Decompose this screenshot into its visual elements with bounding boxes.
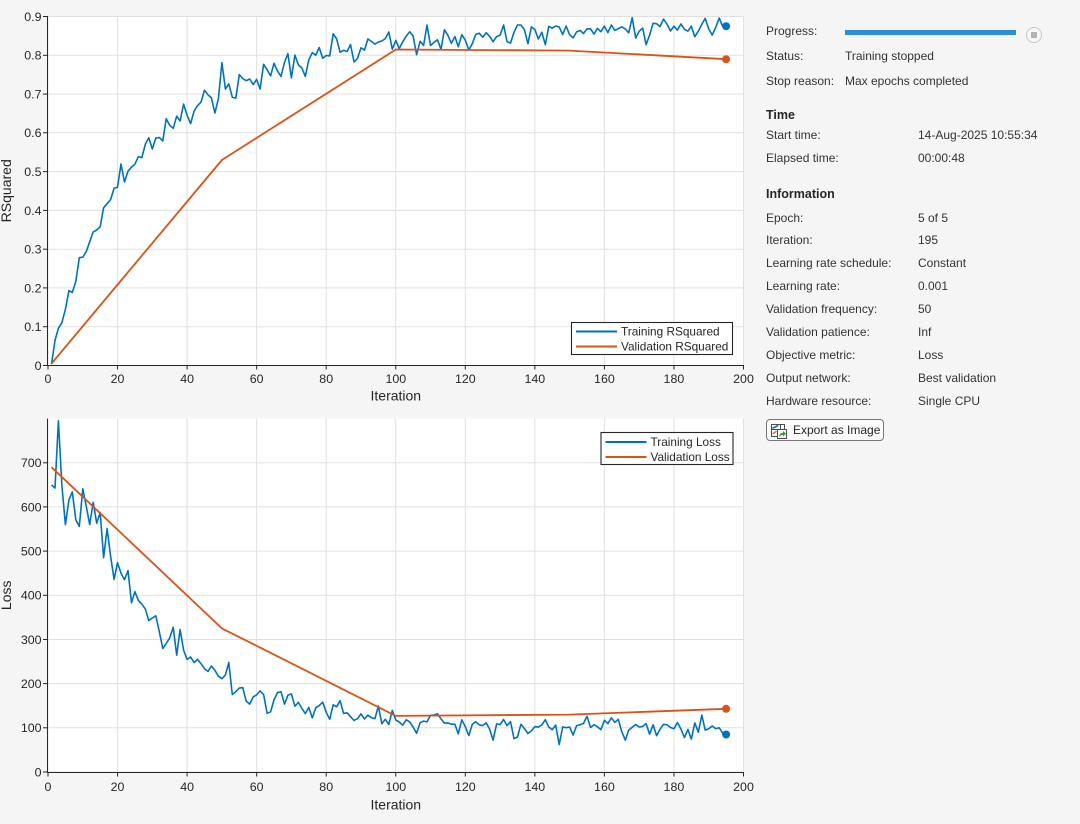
svg-text:180: 180 <box>664 780 685 794</box>
svg-text:160: 160 <box>594 780 615 794</box>
svg-text:Validation Loss: Validation Loss <box>651 450 730 464</box>
svg-text:RSquared: RSquared <box>0 159 14 222</box>
svg-text:100: 100 <box>21 721 42 735</box>
svg-text:60: 60 <box>250 372 264 386</box>
svg-text:Training Loss: Training Loss <box>651 435 721 449</box>
svg-text:0.5: 0.5 <box>24 165 41 179</box>
svg-text:200: 200 <box>733 780 754 794</box>
svg-text:100: 100 <box>385 372 406 386</box>
svg-text:120: 120 <box>455 780 476 794</box>
svg-text:600: 600 <box>21 500 42 514</box>
svg-text:300: 300 <box>21 633 42 647</box>
svg-text:200: 200 <box>21 677 42 691</box>
svg-text:Iteration: Iteration <box>371 388 422 404</box>
svg-text:0: 0 <box>45 780 52 794</box>
svg-text:100: 100 <box>385 780 406 794</box>
svg-text:0.9: 0.9 <box>24 10 41 24</box>
svg-text:Validation RSquared: Validation RSquared <box>621 340 728 354</box>
svg-text:0.1: 0.1 <box>24 320 41 334</box>
svg-text:20: 20 <box>111 780 125 794</box>
svg-text:80: 80 <box>319 780 333 794</box>
svg-text:40: 40 <box>180 372 194 386</box>
svg-text:80: 80 <box>319 372 333 386</box>
svg-text:0.7: 0.7 <box>24 88 41 102</box>
svg-text:0.3: 0.3 <box>24 243 41 257</box>
svg-text:0.8: 0.8 <box>24 49 41 63</box>
svg-text:60: 60 <box>250 780 264 794</box>
svg-text:0: 0 <box>35 359 42 373</box>
svg-text:120: 120 <box>455 372 476 386</box>
svg-text:140: 140 <box>524 780 545 794</box>
svg-text:0: 0 <box>45 372 52 386</box>
svg-text:500: 500 <box>21 545 42 559</box>
svg-text:20: 20 <box>111 372 125 386</box>
svg-text:Loss: Loss <box>0 581 14 611</box>
svg-text:700: 700 <box>21 456 42 470</box>
svg-text:0.6: 0.6 <box>24 126 41 140</box>
svg-text:40: 40 <box>180 780 194 794</box>
svg-text:0.4: 0.4 <box>24 204 41 218</box>
svg-text:Iteration: Iteration <box>371 797 422 813</box>
svg-text:0.2: 0.2 <box>24 281 41 295</box>
svg-text:180: 180 <box>664 372 685 386</box>
svg-text:400: 400 <box>21 589 42 603</box>
svg-text:160: 160 <box>594 372 615 386</box>
svg-text:Training RSquared: Training RSquared <box>621 325 720 339</box>
svg-text:140: 140 <box>524 372 545 386</box>
svg-text:0: 0 <box>35 765 42 779</box>
svg-text:200: 200 <box>733 372 754 386</box>
